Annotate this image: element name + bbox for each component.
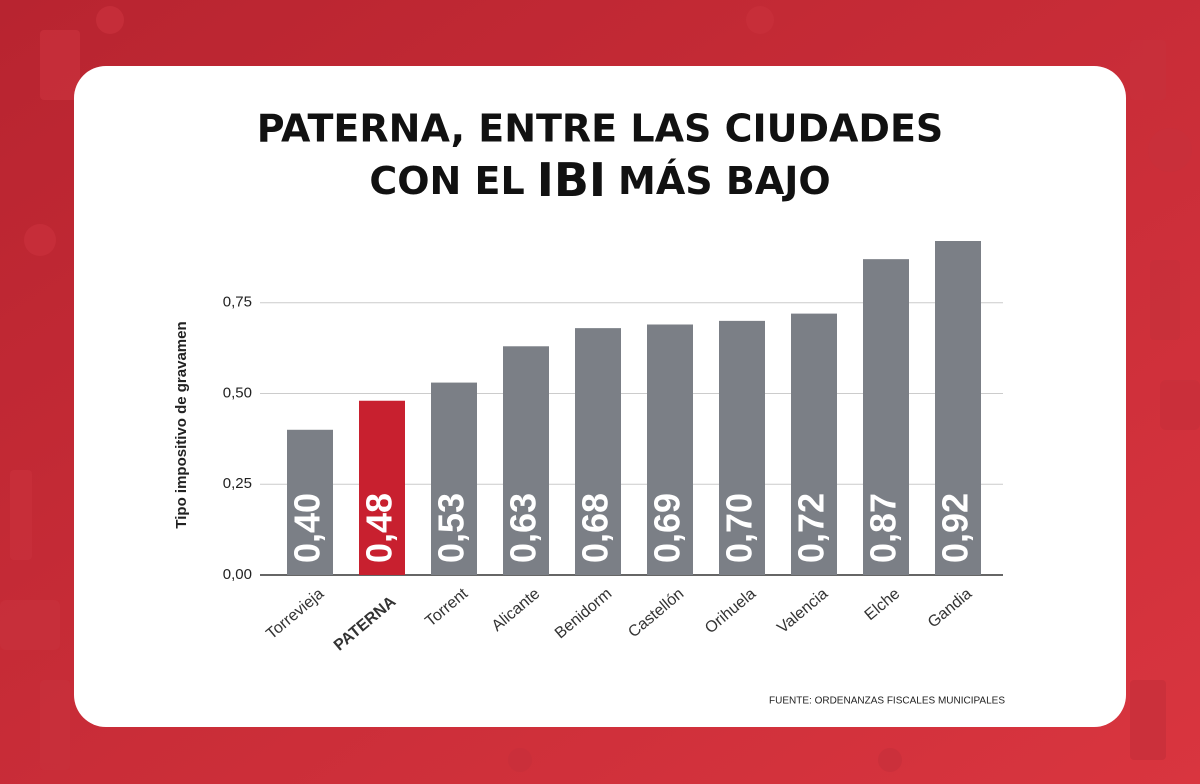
background-pattern [0,6,1200,772]
value-label: 0,63 [503,493,544,563]
bar [359,400,405,575]
y-tick-label: 0,50 [223,384,252,401]
value-label: 0,92 [935,493,976,563]
value-label: 0,69 [647,493,688,563]
bar [791,313,837,575]
source: FUENTE: ORDENANZAS FISCALES MUNICIPALES [769,696,1005,707]
y-axis-label: Tipo impositivo de gravamen [173,321,190,528]
bar [575,328,621,575]
value-label: 0,68 [575,493,616,563]
value-label: 0,53 [431,493,472,563]
bar [935,241,981,575]
title-line-1: PATERNA, ENTRE LAS CIUDADES [257,107,944,151]
value-label: 0,70 [719,493,760,563]
y-tick-label: 0,75 [223,294,252,311]
bar [503,346,549,575]
title-line-2: CON EL IBI MÁS BAJO [369,153,830,207]
value-label: 0,87 [863,493,904,563]
bar [287,429,333,575]
value-label: 0,40 [287,493,328,563]
bar [431,382,477,575]
bar [863,259,909,575]
y-tick-label: 0,00 [223,566,252,583]
value-label: 0,72 [791,493,832,563]
title-text: CON EL [369,159,524,203]
value-label: 0,48 [359,493,400,563]
y-tick-label: 0,25 [223,475,252,492]
bar [719,320,765,575]
title-highlight: IBI [537,153,606,207]
title-text: MÁS BAJO [618,159,831,203]
bar [647,324,693,575]
